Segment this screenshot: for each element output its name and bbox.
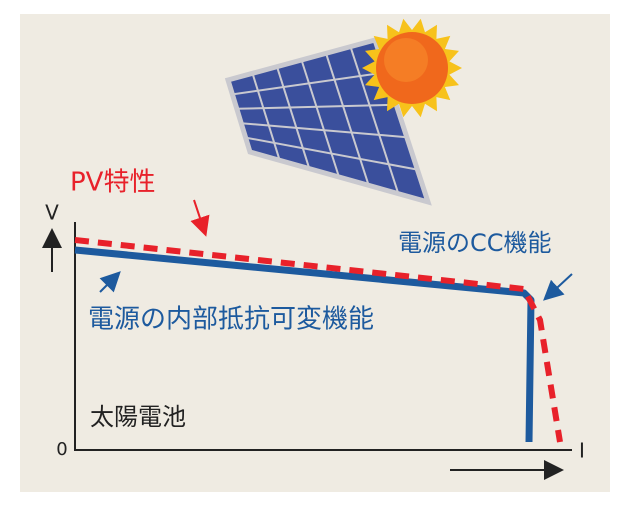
- cc-label: 電源のCC機能: [398, 229, 552, 257]
- x-axis-label: I: [579, 439, 585, 463]
- sun-highlight: [384, 38, 428, 82]
- origin-label: 0: [56, 439, 67, 460]
- diagram: V 0 I PV特性 電源のCC機能 電源の内部抵抗可変機能 太陽電池: [0, 0, 628, 507]
- y-axis-label: V: [45, 201, 59, 225]
- pv-label: PV特性: [70, 168, 155, 198]
- resistance-label: 電源の内部抵抗可変機能: [88, 305, 374, 335]
- solar-cell-label: 太陽電池: [90, 403, 186, 431]
